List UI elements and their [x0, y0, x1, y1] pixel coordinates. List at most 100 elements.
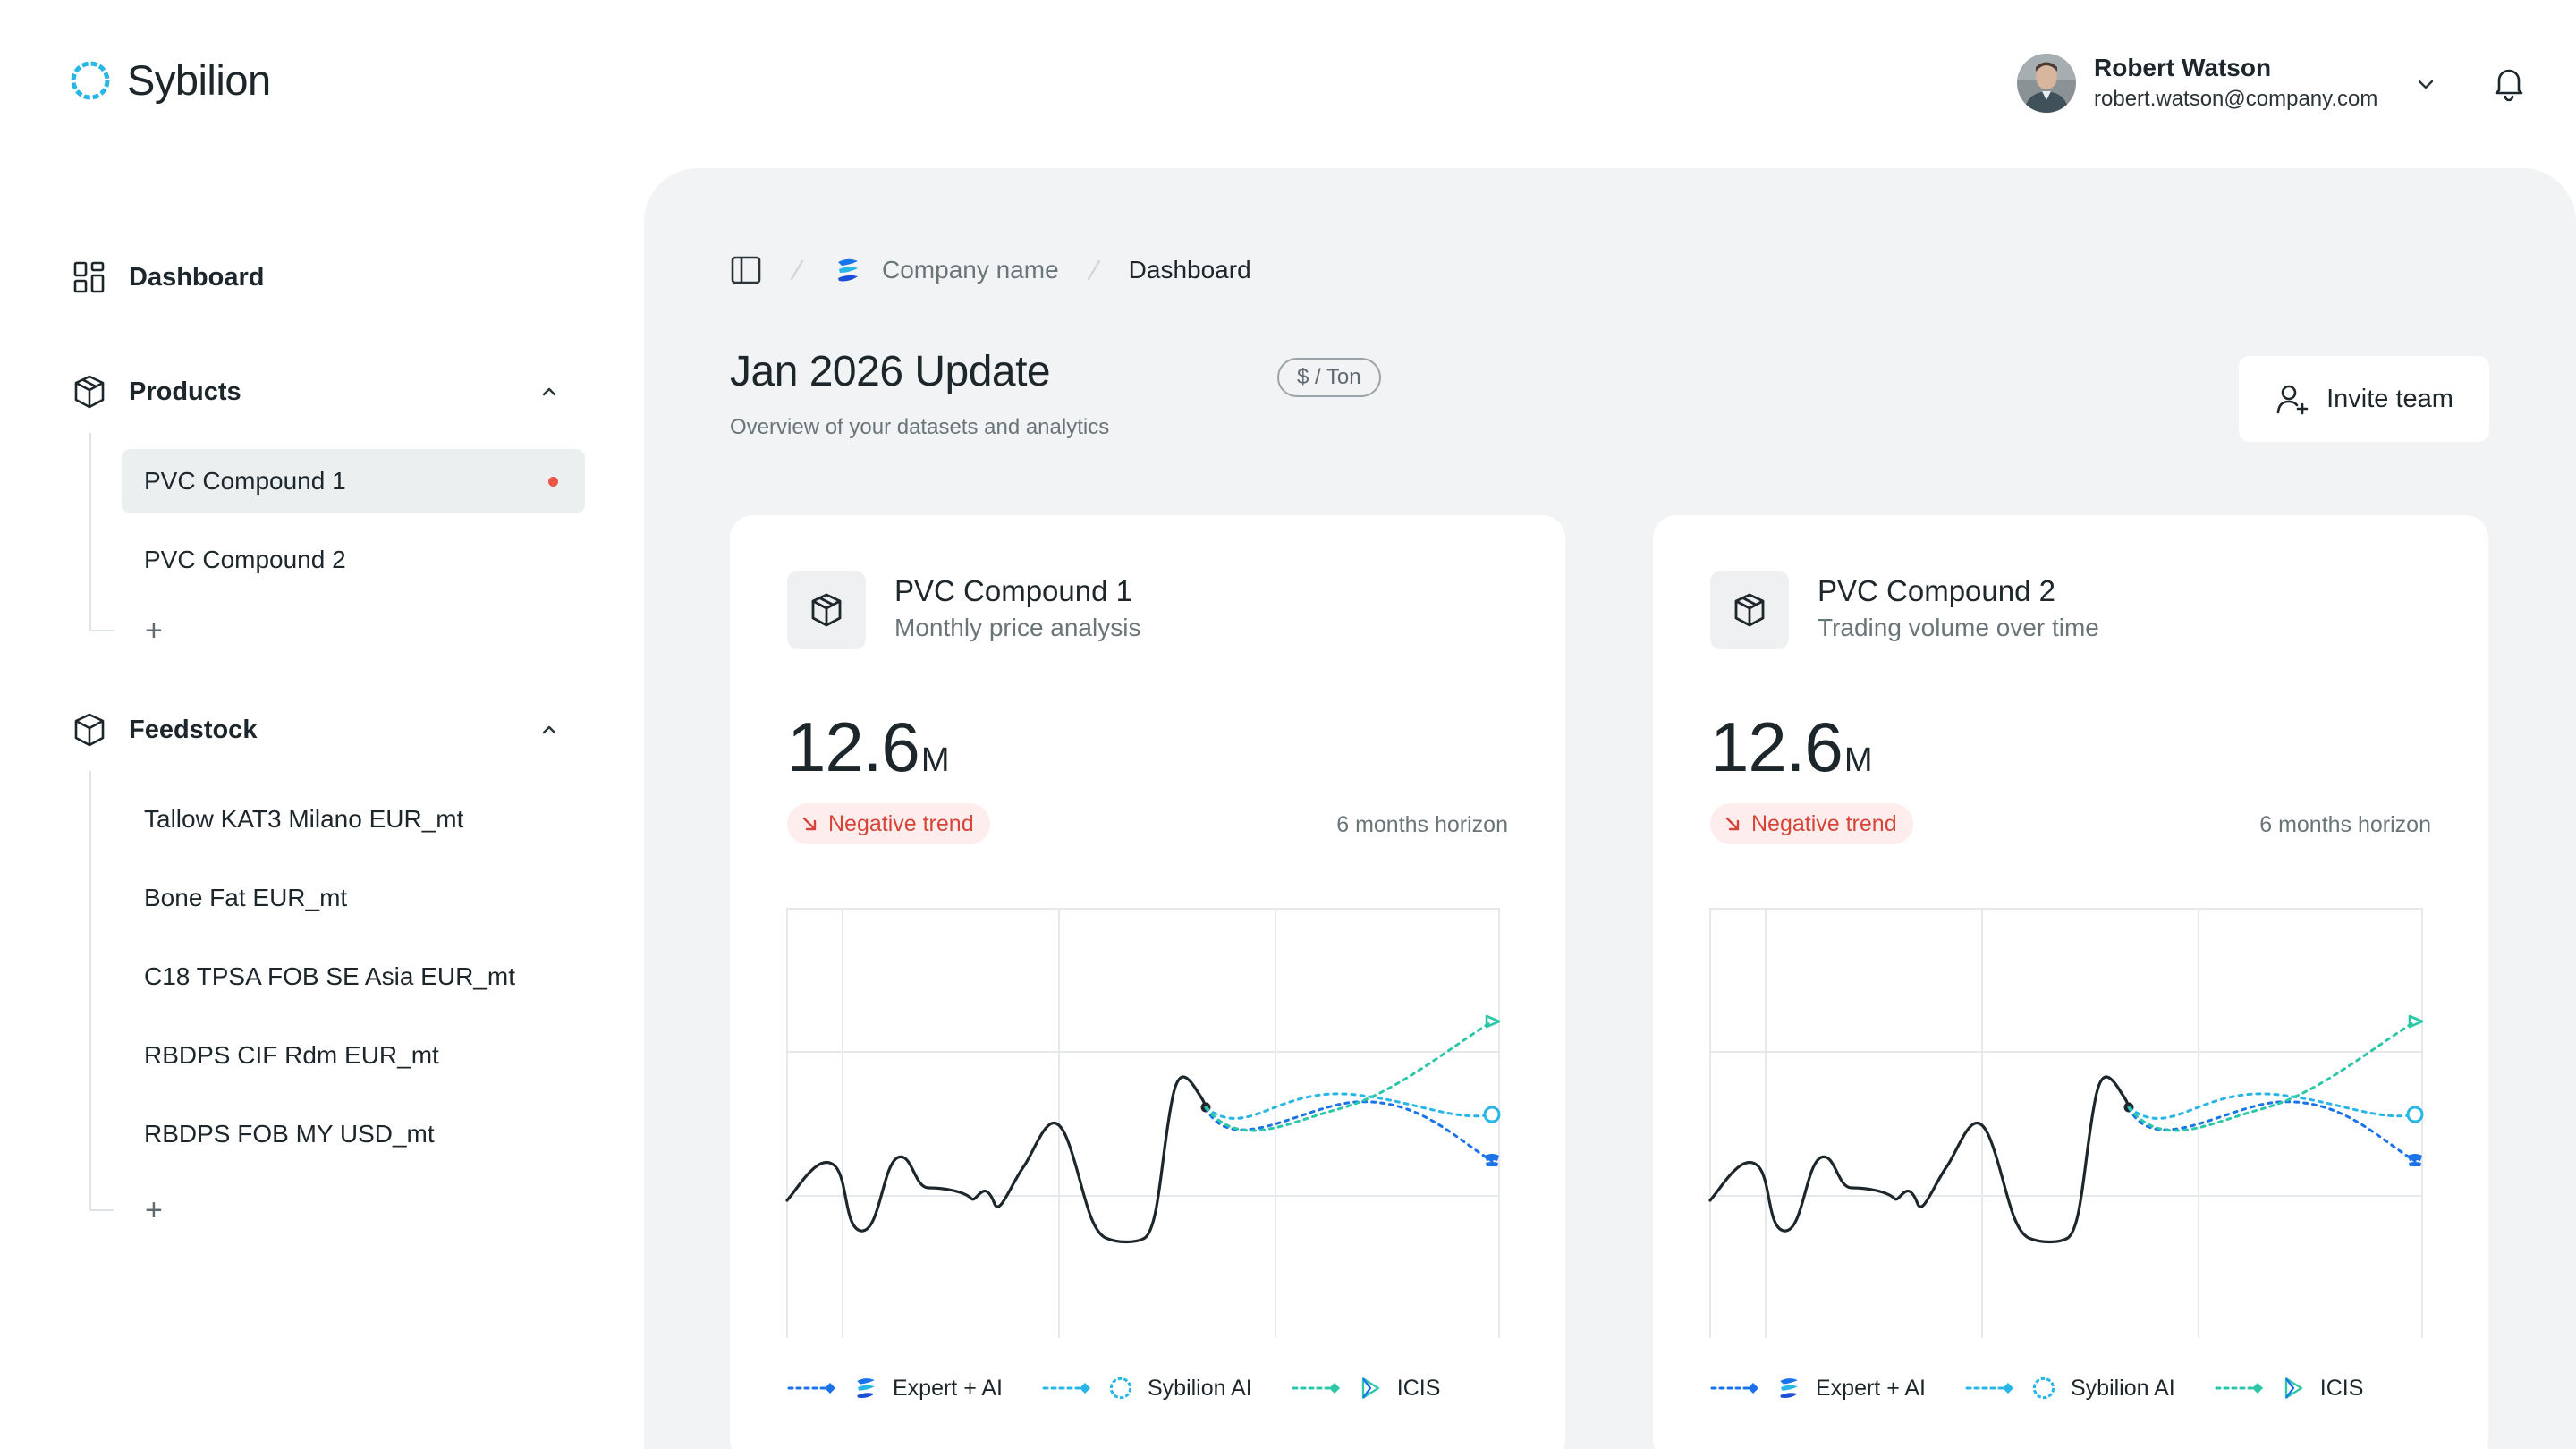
- legend-item[interactable]: ICIS: [1292, 1374, 1441, 1402]
- legend-label: Expert + AI: [893, 1375, 1003, 1401]
- trend-badge: Negative trend: [787, 803, 990, 844]
- icis-logo-icon: [2284, 1377, 2302, 1399]
- sidebar-item-label: C18 TPSA FOB SE Asia EUR_mt: [144, 962, 515, 990]
- tree-connector: [89, 433, 91, 630]
- expert-ai-logo-icon: [857, 1378, 875, 1399]
- metric-unit: M: [1843, 741, 1873, 779]
- sidebar-item-pvc-compound-2[interactable]: PVC Compound 2: [122, 528, 585, 592]
- dashed-line-icon: [1042, 1383, 1090, 1394]
- package-icon: [1734, 593, 1765, 627]
- add-product-button[interactable]: +: [145, 614, 163, 648]
- sidebar-item-label: PVC Compound 2: [144, 546, 346, 573]
- chevron-down-icon[interactable]: [2415, 73, 2436, 95]
- breadcrumb-company[interactable]: Company name: [882, 256, 1059, 284]
- card-icon-box: [1710, 571, 1789, 649]
- card-subtitle: Monthly price analysis: [894, 614, 1141, 641]
- dashboard-grid-icon: [73, 261, 105, 293]
- sidebar-section-feedstock[interactable]: Feedstock: [70, 710, 257, 750]
- breadcrumb: Company name Dashboard: [730, 250, 1251, 290]
- cube-icon: [74, 713, 105, 747]
- sidebar-item-pvc-compound-1[interactable]: PVC Compound 1: [122, 449, 585, 513]
- metric-value: 12.6: [787, 708, 920, 786]
- tree-connector: [89, 1209, 114, 1211]
- dashed-line-icon: [787, 1383, 835, 1394]
- chart-legend: Expert + AI Sybilion AI ICIS: [787, 1374, 1479, 1402]
- dashed-line-icon: [2215, 1383, 2263, 1394]
- trend-label: Negative trend: [828, 810, 974, 836]
- legend-item[interactable]: Expert + AI: [1710, 1374, 1926, 1402]
- notification-bell-icon[interactable]: [2490, 64, 2528, 102]
- avatar: [2017, 54, 2076, 113]
- dataset-card[interactable]: PVC Compound 2 Trading volume over time …: [1653, 515, 2488, 1449]
- sidebar-item-feedstock[interactable]: RBDPS CIF Rdm EUR_mt: [122, 1023, 585, 1088]
- tree-connector: [89, 630, 114, 631]
- arrow-down-right-icon: [1725, 817, 1740, 831]
- legend-label: Expert + AI: [1816, 1375, 1926, 1401]
- user-menu[interactable]: Robert Watson robert.watson@company.com: [2017, 52, 2377, 114]
- sidebar-section-products[interactable]: Products: [70, 372, 242, 411]
- sybilion-logo-icon: [71, 61, 110, 99]
- dashed-line-icon: [1710, 1383, 1758, 1394]
- legend-item[interactable]: Sybilion AI: [1042, 1374, 1252, 1402]
- dashed-line-icon: [1965, 1383, 2013, 1394]
- invite-team-label: Invite team: [2326, 384, 2453, 413]
- active-indicator: [548, 477, 558, 487]
- card-title: PVC Compound 1: [894, 574, 1132, 607]
- chevron-up-icon[interactable]: [537, 717, 562, 742]
- sybilion-logo-icon: [2032, 1377, 2055, 1400]
- sidebar-item-label: Dashboard: [129, 262, 265, 292]
- expert-ai-logo-icon: [1780, 1378, 1798, 1399]
- trend-badge: Negative trend: [1710, 803, 1913, 844]
- unit-badge[interactable]: $ / Ton: [1277, 358, 1381, 397]
- sybilion-logo-icon: [1109, 1377, 1132, 1400]
- breadcrumb-separator-icon: [790, 259, 804, 281]
- horizon-label: 6 months horizon: [1336, 812, 1508, 837]
- sidebar-item-dashboard[interactable]: Dashboard: [70, 258, 264, 297]
- page-title: Jan 2026 Update: [730, 348, 1051, 395]
- sidebar-item-feedstock[interactable]: Bone Fat EUR_mt: [122, 866, 585, 930]
- metric: 12.6M: [787, 707, 949, 788]
- company-logo-icon: [838, 258, 858, 282]
- invite-team-button[interactable]: Invite team: [2239, 356, 2489, 442]
- package-icon: [74, 375, 105, 409]
- chevron-up-icon[interactable]: [537, 379, 562, 404]
- icis-logo-icon: [1361, 1377, 1379, 1399]
- add-user-icon: [2276, 385, 2309, 415]
- legend-label: ICIS: [2319, 1375, 2364, 1401]
- legend-item[interactable]: ICIS: [2215, 1374, 2364, 1402]
- dataset-card[interactable]: PVC Compound 1 Monthly price analysis 12…: [730, 515, 1565, 1449]
- trend-label: Negative trend: [1751, 810, 1897, 836]
- sidebar-section-label: Products: [129, 377, 242, 406]
- sidebar-item-feedstock[interactable]: RBDPS FOB MY USD_mt: [122, 1102, 585, 1166]
- card-subtitle: Trading volume over time: [1818, 614, 2099, 641]
- sidebar-item-label: RBDPS FOB MY USD_mt: [144, 1120, 435, 1148]
- sidebar-item-label: PVC Compound 1: [144, 467, 346, 495]
- sidebar-toggle-icon[interactable]: [730, 254, 762, 286]
- tree-connector: [89, 771, 91, 1209]
- app-name: Sybilion: [127, 56, 271, 104]
- card-title: PVC Compound 2: [1818, 574, 2055, 607]
- app-logo[interactable]: Sybilion: [68, 55, 271, 105]
- sidebar-item-feedstock[interactable]: C18 TPSA FOB SE Asia EUR_mt: [122, 945, 585, 1009]
- legend-item[interactable]: Expert + AI: [787, 1374, 1003, 1402]
- sidebar-item-label: Bone Fat EUR_mt: [144, 884, 348, 911]
- legend-label: Sybilion AI: [2071, 1375, 2175, 1401]
- sidebar-item-feedstock[interactable]: Tallow KAT3 Milano EUR_mt: [122, 787, 585, 852]
- sidebar-item-label: Tallow KAT3 Milano EUR_mt: [144, 805, 464, 833]
- horizon-label: 6 months horizon: [2259, 812, 2431, 837]
- package-icon: [811, 593, 842, 627]
- price-chart[interactable]: [730, 873, 1565, 1338]
- legend-item[interactable]: Sybilion AI: [1965, 1374, 2175, 1402]
- metric-unit: M: [920, 741, 950, 779]
- volume-chart[interactable]: [1653, 873, 2488, 1338]
- legend-label: Sybilion AI: [1148, 1375, 1252, 1401]
- user-email: robert.watson@company.com: [2094, 87, 2378, 111]
- breadcrumb-current: Dashboard: [1128, 256, 1251, 284]
- card-icon-box: [787, 571, 866, 649]
- user-name: Robert Watson: [2094, 54, 2272, 81]
- breadcrumb-separator-icon: [1087, 259, 1100, 281]
- add-feedstock-button[interactable]: +: [145, 1193, 163, 1227]
- sidebar-section-label: Feedstock: [129, 715, 258, 744]
- legend-label: ICIS: [1396, 1375, 1441, 1401]
- metric: 12.6M: [1710, 707, 1872, 788]
